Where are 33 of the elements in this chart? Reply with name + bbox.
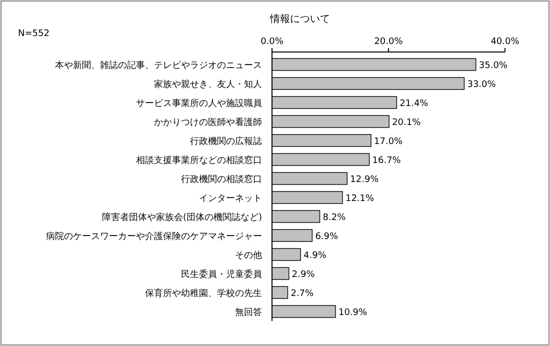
data-label: 2.7% bbox=[290, 289, 314, 299]
y-tick-label: 行政機関の広報誌 bbox=[190, 136, 262, 147]
y-tick-label: 保育所や幼稚園、学校の先生 bbox=[145, 288, 262, 299]
data-label: 21.4% bbox=[400, 99, 429, 109]
text: N=552 bbox=[18, 29, 50, 39]
y-tick-label: 本や新聞、雑誌の記事、テレビやラジオのニュース bbox=[55, 60, 262, 71]
data-label: 16.7% bbox=[372, 156, 402, 166]
y-tick-label: 家族や親せき、友人・知人 bbox=[154, 79, 262, 90]
data-label: 2.9% bbox=[292, 270, 316, 280]
data-label: 6.9% bbox=[315, 232, 339, 242]
y-tick-label: サービス事業所の人や施設職員 bbox=[136, 98, 262, 109]
y-tick-label: その他 bbox=[235, 250, 262, 261]
y-tick-label: 無回答 bbox=[235, 307, 262, 318]
x-tick-label: 0.0% bbox=[260, 37, 284, 47]
y-tick-label: インターネット bbox=[199, 194, 262, 204]
x-tick-label: 40.0% bbox=[490, 37, 520, 47]
data-label: 35.0% bbox=[478, 61, 508, 71]
chart-title: 情報について bbox=[269, 13, 330, 25]
y-tick-label: かかりつけの医師や看護師 bbox=[154, 117, 262, 128]
data-label: 33.0% bbox=[467, 80, 496, 90]
data-label: 17.0% bbox=[374, 137, 404, 147]
y-tick-label: 行政機関の相談窓口 bbox=[181, 174, 262, 185]
data-label: 10.9% bbox=[338, 308, 368, 318]
data-label: 12.1% bbox=[345, 194, 375, 204]
data-label: 4.9% bbox=[304, 251, 327, 261]
y-tick-label: 民生委員・児童委員 bbox=[181, 269, 262, 280]
data-label: 12.9% bbox=[350, 175, 380, 185]
y-tick-label: 相談支援事業所などの相談窓口 bbox=[136, 155, 262, 166]
y-tick-label: 病院のケースワーカーや介護保険のケアマネージャー bbox=[46, 231, 262, 242]
data-label: 8.2% bbox=[322, 213, 346, 223]
x-tick-label: 20.0% bbox=[374, 37, 404, 47]
y-tick-label: 障害者団体や家族会(団体の機関誌など) bbox=[102, 212, 262, 223]
data-label: 20.1% bbox=[392, 118, 422, 128]
